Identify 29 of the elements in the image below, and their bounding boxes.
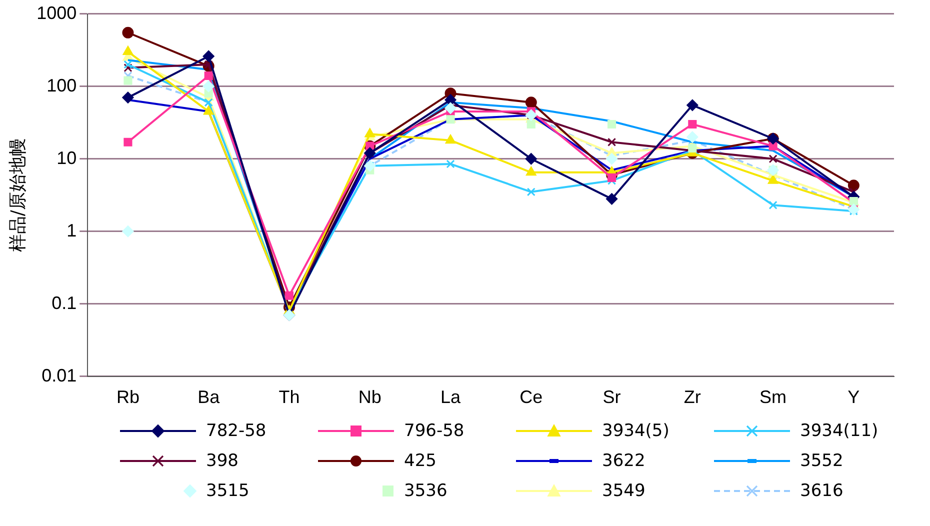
legend-label: 3552 (800, 451, 844, 471)
y-tick-label: 1 (66, 220, 77, 240)
legend-label: 3616 (800, 481, 844, 501)
y-tick-label: 1000 (36, 2, 77, 23)
y-tick-label: 0.01 (42, 365, 77, 386)
y-tick-label: 100 (46, 75, 77, 96)
legend-label: 782-58 (206, 421, 266, 441)
legend-label: 425 (404, 451, 436, 471)
y-tick-label: 0.1 (52, 292, 77, 313)
x-tick-label: Rb (116, 387, 140, 408)
legend-label: 3622 (602, 451, 646, 471)
legend-label: 3549 (602, 481, 646, 501)
legend-label: 398 (206, 451, 238, 471)
x-tick-label: Ba (198, 387, 221, 408)
legend-label: 3934(11) (800, 421, 878, 441)
legend-label: 3536 (404, 481, 448, 501)
y-axis-title: 样品/原始地幔 (7, 138, 28, 252)
legend-label: 796-58 (404, 421, 464, 441)
x-tick-label: Zr (684, 387, 701, 408)
x-tick-label: Nb (358, 387, 382, 408)
x-tick-label: Y (848, 387, 860, 408)
x-tick-label: Ce (520, 387, 543, 408)
legend-label: 3515 (206, 481, 250, 501)
x-tick-label: La (440, 387, 462, 408)
x-tick-label: Sr (602, 387, 621, 408)
x-tick-label: Th (278, 387, 300, 408)
x-tick-label: Sm (760, 387, 787, 408)
y-tick-label: 10 (56, 148, 77, 168)
legend-label: 3934(5) (602, 421, 670, 441)
